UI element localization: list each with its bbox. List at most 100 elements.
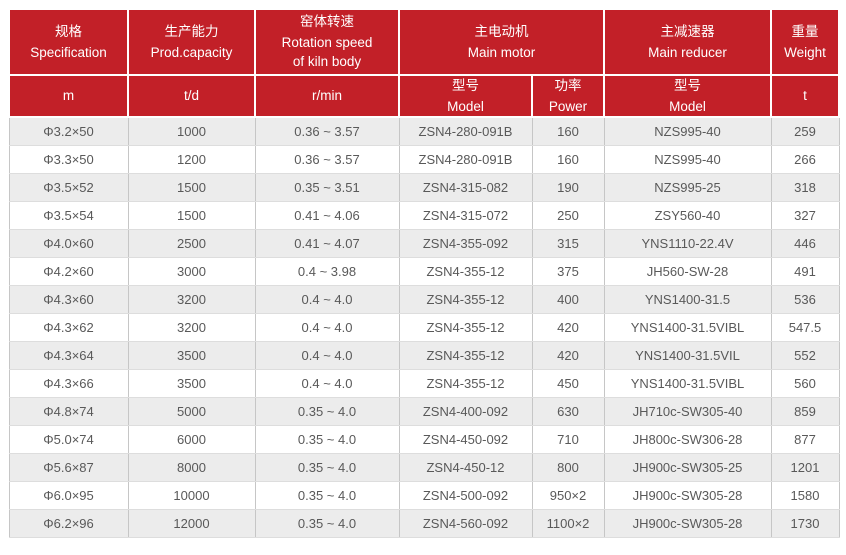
table-header: 规格 Specification 生产能力 Prod.capacity 窑体转速… xyxy=(8,8,840,119)
table-row: Φ4.8×74 5000 0.35 ~ 4.0 ZSN4-400-092 630 JH71… xyxy=(8,397,840,427)
table-cell: ZSN4-560-092 xyxy=(398,509,533,539)
table-cell: 560 xyxy=(770,369,840,399)
table-row: Φ4.3×60 3200 0.4 ~ 4.0 ZSN4-355-12 400 YNS140… xyxy=(8,285,840,315)
table-cell: 0.35 ~ 4.0 xyxy=(254,397,400,427)
table-cell: Φ4.2×60 xyxy=(8,257,129,287)
table-cell: YNS1400-31.5VIL xyxy=(603,341,772,371)
table-cell: ZSN4-400-092 xyxy=(398,397,533,427)
table-cell: 0.35 ~ 4.0 xyxy=(254,425,400,455)
table-cell: JH900c-SW305-28 xyxy=(603,509,772,539)
table-cell: 0.36 ~ 3.57 xyxy=(254,145,400,175)
table-cell: 877 xyxy=(770,425,840,455)
table-cell: ZSN4-355-12 xyxy=(398,369,533,399)
table-cell: 3500 xyxy=(127,341,256,371)
table-cell: ZSN4-280-091B xyxy=(398,145,533,175)
table-cell: ZSN4-280-091B xyxy=(398,116,533,147)
header-row-groups: 规格 Specification 生产能力 Prod.capacity 窑体转速… xyxy=(8,8,840,76)
table-row: Φ4.2×60 3000 0.4 ~ 3.98 ZSN4-355-12 375 JH560… xyxy=(8,257,840,287)
subheader-motor-model: 型号 Model xyxy=(398,73,533,119)
header-rotation-en1: Rotation speed xyxy=(281,34,373,50)
table-cell: NZS995-40 xyxy=(603,145,772,175)
table-cell: ZSN4-355-12 xyxy=(398,285,533,315)
table-cell: 536 xyxy=(770,285,840,315)
table-cell: 0.4 ~ 4.0 xyxy=(254,369,400,399)
table-row: Φ4.3×64 3500 0.4 ~ 4.0 ZSN4-355-12 420 YNS140… xyxy=(8,341,840,371)
table-cell: 0.35 ~ 4.0 xyxy=(254,481,400,511)
table-cell: NZS995-25 xyxy=(603,173,772,203)
subheader-unit-rmin: r/min xyxy=(254,73,400,119)
table-cell: 3000 xyxy=(127,257,256,287)
table-cell: Φ6.2×96 xyxy=(8,509,129,539)
table-cell: 420 xyxy=(531,341,605,371)
table-cell: 0.35 ~ 4.0 xyxy=(254,509,400,539)
table-row: Φ4.3×66 3500 0.4 ~ 4.0 ZSN4-355-12 450 YNS140… xyxy=(8,369,840,399)
header-specification-zh: 规格 xyxy=(55,23,82,39)
table-cell: 6000 xyxy=(127,425,256,455)
header-rotation-en2: of kiln body xyxy=(292,54,362,70)
table-cell: 552 xyxy=(770,341,840,371)
table-cell: Φ3.5×54 xyxy=(8,201,129,231)
header-motor-en: Main motor xyxy=(467,44,536,60)
table-row: Φ3.2×50 1000 0.36 ~ 3.57 ZSN4-280-091B 160 NZ… xyxy=(8,116,840,147)
table-cell: Φ6.0×95 xyxy=(8,481,129,511)
subheader-unit-m: m xyxy=(8,73,129,119)
table-cell: ZSN4-355-12 xyxy=(398,257,533,287)
table-cell: 8000 xyxy=(127,453,256,483)
table-cell: 0.35 ~ 3.51 xyxy=(254,173,400,203)
subheader-motor-power: 功率 Power xyxy=(531,73,605,119)
header-weight: 重量 Weight xyxy=(770,8,840,76)
table-cell: 10000 xyxy=(127,481,256,511)
table-cell: 446 xyxy=(770,229,840,259)
subheader-unit-t: t xyxy=(770,73,840,119)
table-cell: 1500 xyxy=(127,201,256,231)
table-cell: Φ3.5×52 xyxy=(8,173,129,203)
table-cell: 160 xyxy=(531,145,605,175)
table-cell: 190 xyxy=(531,173,605,203)
kiln-spec-table: 规格 Specification 生产能力 Prod.capacity 窑体转速… xyxy=(8,8,840,539)
table-cell: YNS1400-31.5VIBL xyxy=(603,313,772,343)
table-cell: 12000 xyxy=(127,509,256,539)
header-row-units: m t/d r/min 型号 Model 功率 Power 型号 xyxy=(8,73,840,119)
table-cell: 450 xyxy=(531,369,605,399)
header-reducer-en: Main reducer xyxy=(648,44,727,60)
table-cell: 3200 xyxy=(127,285,256,315)
subheader-unit-td: t/d xyxy=(127,73,256,119)
header-main-reducer: 主减速器 Main reducer xyxy=(603,8,772,76)
table-cell: 0.4 ~ 4.0 xyxy=(254,285,400,315)
header-capacity-zh: 生产能力 xyxy=(164,23,219,39)
table-cell: Φ4.3×62 xyxy=(8,313,129,343)
table-cell: 327 xyxy=(770,201,840,231)
table-cell: 3500 xyxy=(127,369,256,399)
table-cell: 859 xyxy=(770,397,840,427)
table-cell: 1000 xyxy=(127,116,256,147)
header-rotation-speed: 窑体转速 Rotation speed of kiln body xyxy=(254,8,400,76)
table-cell: 1201 xyxy=(770,453,840,483)
table-row: Φ3.5×52 1500 0.35 ~ 3.51 ZSN4-315-082 190 NZS… xyxy=(8,173,840,203)
table-cell: Φ5.0×74 xyxy=(8,425,129,455)
table-cell: 318 xyxy=(770,173,840,203)
table-cell: Φ5.6×87 xyxy=(8,453,129,483)
table-row: Φ5.0×74 6000 0.35 ~ 4.0 ZSN4-450-092 710 JH80… xyxy=(8,425,840,455)
table-cell: 1580 xyxy=(770,481,840,511)
table-cell: JH900c-SW305-28 xyxy=(603,481,772,511)
table-cell: JH710c-SW305-40 xyxy=(603,397,772,427)
table-cell: 630 xyxy=(531,397,605,427)
table-cell: 1200 xyxy=(127,145,256,175)
subheader-reducer-model: 型号 Model xyxy=(603,73,772,119)
table-row: Φ3.5×54 1500 0.41 ~ 4.06 ZSN4-315-072 250 ZSY… xyxy=(8,201,840,231)
header-specification-en: Specification xyxy=(30,44,107,60)
table-cell: 420 xyxy=(531,313,605,343)
table-cell: 250 xyxy=(531,201,605,231)
table-cell: 375 xyxy=(531,257,605,287)
table-cell: JH900c-SW305-25 xyxy=(603,453,772,483)
table-cell: 800 xyxy=(531,453,605,483)
table-cell: YNS1400-31.5VIBL xyxy=(603,369,772,399)
table-cell: ZSN4-500-092 xyxy=(398,481,533,511)
table-cell: 1500 xyxy=(127,173,256,203)
table-cell: 259 xyxy=(770,116,840,147)
table-cell: 1100×2 xyxy=(531,509,605,539)
header-weight-zh: 重量 xyxy=(791,23,819,39)
table-cell: 0.4 ~ 4.0 xyxy=(254,313,400,343)
table-cell: ZSN4-315-072 xyxy=(398,201,533,231)
